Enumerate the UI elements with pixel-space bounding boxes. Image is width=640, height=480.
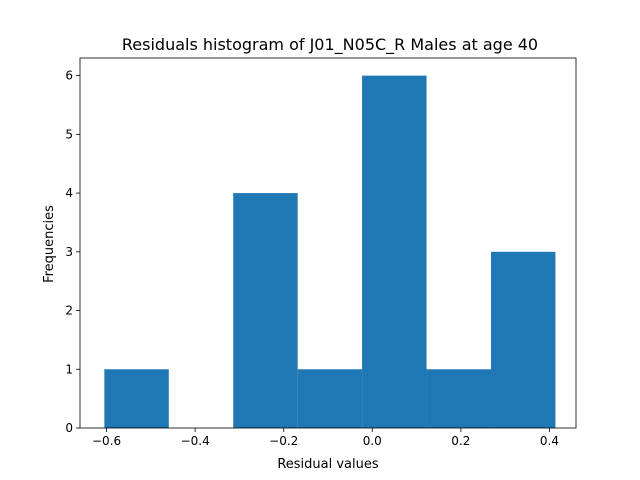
y-tick-label: 3 bbox=[65, 245, 73, 259]
y-tick-label: 5 bbox=[65, 127, 73, 141]
x-tick-label: −0.6 bbox=[92, 434, 121, 448]
x-axis-ticks: −0.6 −0.4 −0.2 0.0 0.2 0.4 bbox=[92, 428, 559, 448]
histogram-bar bbox=[426, 369, 491, 428]
x-tick-label: 0.0 bbox=[363, 434, 382, 448]
x-axis-label: Residual values bbox=[277, 457, 379, 472]
y-tick-label: 0 bbox=[65, 421, 73, 435]
plot-area-frame bbox=[79, 57, 577, 429]
x-tick-label: −0.4 bbox=[181, 434, 210, 448]
histogram-bar bbox=[233, 193, 298, 428]
bars-group bbox=[104, 75, 556, 428]
x-tick-label: −0.2 bbox=[269, 434, 298, 448]
y-tick-label: 6 bbox=[65, 69, 73, 83]
histogram-bar bbox=[297, 369, 363, 428]
x-tick-label: 0.4 bbox=[540, 434, 559, 448]
histogram-bar bbox=[490, 251, 556, 428]
x-tick-label: 0.2 bbox=[451, 434, 470, 448]
histogram-bar bbox=[104, 369, 169, 428]
y-axis-ticks: 0 1 2 3 4 5 6 bbox=[65, 69, 80, 435]
histogram-bar bbox=[362, 75, 427, 428]
y-tick-label: 2 bbox=[65, 304, 73, 318]
y-tick-label: 4 bbox=[65, 186, 73, 200]
y-axis-label: Frequencies bbox=[42, 205, 57, 283]
y-tick-label: 1 bbox=[65, 362, 73, 376]
chart-title: Residuals histogram of J01_N05C_R Males … bbox=[122, 35, 538, 55]
